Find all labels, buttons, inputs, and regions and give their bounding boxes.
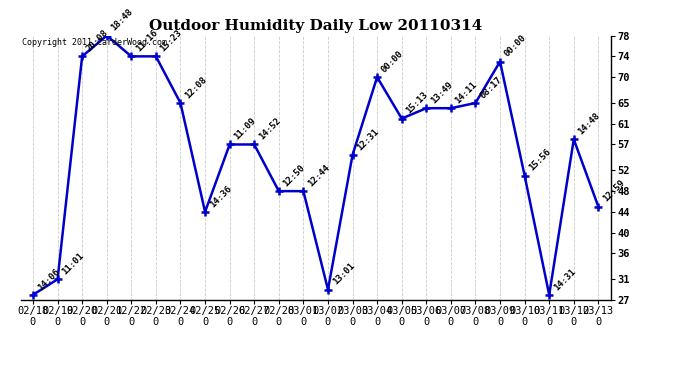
Text: 00:00: 00:00 <box>380 49 405 74</box>
Text: 12:59: 12:59 <box>601 178 627 204</box>
Title: Outdoor Humidity Daily Low 20110314: Outdoor Humidity Daily Low 20110314 <box>149 19 482 33</box>
Text: 08:17: 08:17 <box>478 75 504 100</box>
Text: 14:31: 14:31 <box>552 267 578 292</box>
Text: 14:52: 14:52 <box>257 116 282 142</box>
Text: 14:06: 14:06 <box>36 267 61 292</box>
Text: 11:01: 11:01 <box>60 251 86 276</box>
Text: 12:31: 12:31 <box>355 127 381 152</box>
Text: 14:36: 14:36 <box>208 184 233 209</box>
Text: 11:16: 11:16 <box>134 28 159 54</box>
Text: 14:11: 14:11 <box>453 80 479 105</box>
Text: 18:48: 18:48 <box>110 8 135 33</box>
Text: 11:09: 11:09 <box>233 116 258 142</box>
Text: 12:08: 12:08 <box>184 75 208 100</box>
Text: 14:48: 14:48 <box>577 111 602 136</box>
Text: 12:50: 12:50 <box>282 163 307 188</box>
Text: 12:44: 12:44 <box>306 163 331 188</box>
Text: 15:23: 15:23 <box>159 28 184 54</box>
Text: 13:01: 13:01 <box>331 261 356 287</box>
Text: 20:08: 20:08 <box>85 28 110 54</box>
Text: 15:56: 15:56 <box>527 147 553 173</box>
Text: 15:13: 15:13 <box>404 90 430 116</box>
Text: 00:00: 00:00 <box>503 33 528 59</box>
Text: Copyright 2011 CarderWood.com: Copyright 2011 CarderWood.com <box>22 38 167 47</box>
Text: 13:49: 13:49 <box>429 80 455 105</box>
